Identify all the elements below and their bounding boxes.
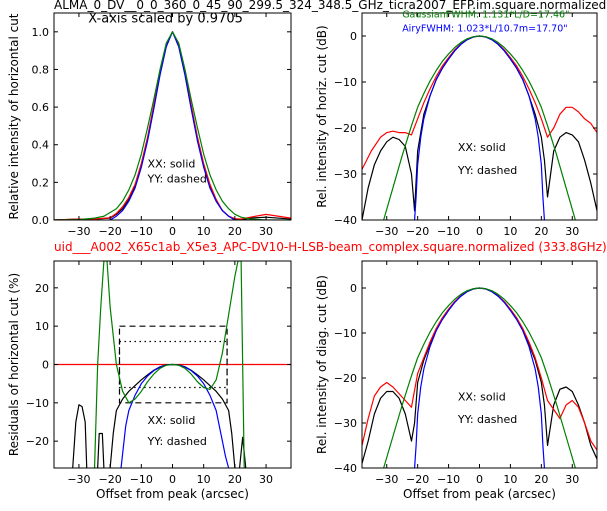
- y-tick-label: −10: [334, 76, 357, 89]
- y-tick-label: 0.8: [32, 63, 50, 76]
- series-line: [93, 261, 245, 468]
- x-tick-label: 20: [228, 473, 242, 486]
- y-tick-label: −10: [334, 327, 357, 340]
- x-tick-label: 30: [259, 225, 273, 238]
- y-tick-label: −30: [334, 168, 357, 181]
- series-line: [413, 35, 546, 220]
- x-tick-label: 0: [476, 225, 483, 238]
- x-tick-label: −10: [130, 225, 153, 238]
- chart-panel-p2: −30 −20 −10 0 10 20 30 −40 −30 −20 −10 0 Rel. intens…: [315, 10, 598, 238]
- x-tick-label: 10: [503, 225, 517, 238]
- y-tick-label: −40: [334, 462, 357, 475]
- plot-area-p2: [362, 35, 597, 220]
- x-tick-label: 30: [565, 473, 579, 486]
- series-line: [97, 432, 105, 468]
- x-tick-label: 10: [503, 473, 517, 486]
- x-tick-label: −10: [130, 473, 153, 486]
- axes-frame: [361, 260, 598, 469]
- y-axis-label: Relative intensity of horizontal cut: [7, 13, 21, 219]
- y-axis-label: Rel. intensity of diag. cut (dB): [315, 275, 329, 454]
- x-tick-label: −20: [99, 473, 122, 486]
- x-tick-label: 30: [565, 225, 579, 238]
- y-tick-label: 0.4: [32, 139, 50, 152]
- y-tick-label: 0: [350, 282, 357, 295]
- x-tick-label: −10: [437, 225, 460, 238]
- figure-title-mid: uid___A002_X65c1ab_X5e3_APC-DV10-H-LSB-b…: [54, 240, 607, 254]
- x-tick-label: 0: [169, 225, 176, 238]
- y-tick-label: 0.6: [32, 101, 50, 114]
- series-line: [238, 436, 247, 468]
- chart-panel-p3: −30 −20 −10 0 10 20 30 −20 −10 0 10 20 Residuals of …: [7, 260, 292, 501]
- y-tick-label: −20: [334, 372, 357, 385]
- y-tick-label: −20: [334, 122, 357, 135]
- series-line: [54, 31, 291, 220]
- y-tick-label: 20: [35, 282, 49, 295]
- x-tick-label: 20: [534, 225, 548, 238]
- x-axis-label: Offset from peak (arcsec): [403, 487, 556, 501]
- series-line: [54, 31, 291, 220]
- x-tick-label: 10: [197, 225, 211, 238]
- axes-frame: [53, 12, 292, 221]
- series-line: [72, 404, 88, 468]
- x-tick-label: −30: [375, 225, 398, 238]
- y-tick-label: −30: [334, 417, 357, 430]
- y-tick-label: 0.0: [32, 214, 50, 227]
- annotation-text: YY: dashed: [147, 172, 207, 185]
- x-axis-label: Offset from peak (arcsec): [96, 487, 249, 501]
- x-tick-label: −30: [375, 473, 398, 486]
- annotation-text: XX: solid: [148, 157, 196, 170]
- annotation-text: XX: solid: [148, 414, 196, 427]
- y-tick-label: −40: [334, 214, 357, 227]
- series-line: [362, 287, 597, 464]
- y-tick-label: 10: [35, 320, 49, 333]
- y-tick-label: 0: [350, 30, 357, 43]
- annotation-text: YY: dashed: [147, 435, 207, 448]
- annotation-text: YY: dashed: [457, 164, 517, 177]
- chart-panel-p4: −30 −20 −10 0 10 20 30 −40 −30 −20 −10 0 Rel. intens…: [315, 260, 598, 501]
- x-tick-label: −20: [406, 473, 429, 486]
- y-tick-label: 1.0: [32, 26, 50, 39]
- series-line: [362, 35, 597, 220]
- series-line: [413, 287, 546, 468]
- series-line: [109, 31, 236, 220]
- y-axis-label: Rel. intensity of horiz. cut (dB): [315, 25, 329, 207]
- annotation-text: XX: solid: [458, 141, 506, 154]
- figure-title-top: ALMA_0_DV__0_0_360_0_45_90_299.5_324_348…: [54, 0, 606, 12]
- box-dotted: [118, 340, 228, 389]
- axes-frame: [361, 12, 598, 221]
- x-tick-label: −10: [437, 473, 460, 486]
- chart-panel-p1: −30 −20 −10 0 10 20 30 0.0 0.2 0.4 0.6 0.8 1.0 Relati…: [7, 11, 292, 238]
- x-tick-label: −20: [99, 225, 122, 238]
- y-tick-label: −10: [26, 397, 49, 410]
- y-tick-label: 0: [42, 359, 49, 372]
- x-tick-label: 20: [228, 225, 242, 238]
- x-tick-label: 30: [259, 473, 273, 486]
- series-line: [383, 35, 576, 220]
- annotation-text: GaussianFWHM: 1.131*L/D=17.46": [402, 10, 569, 21]
- y-tick-label: −20: [26, 435, 49, 448]
- x-tick-label: 0: [169, 473, 176, 486]
- plot-area-p4: [362, 287, 597, 468]
- x-tick-label: −30: [67, 473, 90, 486]
- x-tick-label: 10: [197, 473, 211, 486]
- annotation-text: YY: dashed: [457, 413, 517, 426]
- x-tick-label: 0: [476, 473, 483, 486]
- annotation-text: X-axis scaled by 0.9705: [88, 11, 243, 26]
- annotation-text: XX: solid: [458, 391, 506, 404]
- y-tick-label: 0.2: [32, 176, 50, 189]
- series-line: [383, 287, 576, 468]
- series-line: [54, 31, 291, 220]
- plot-area-p1: [54, 31, 291, 220]
- x-tick-label: 20: [534, 473, 548, 486]
- x-tick-label: −20: [406, 225, 429, 238]
- y-axis-label: Residuals of horizontal cut (%): [7, 273, 21, 456]
- x-tick-label: −30: [67, 225, 90, 238]
- plot-area-p3: [54, 261, 291, 468]
- annotation-text: AiryFWHM: 1.023*L/10.7m=17.70": [402, 23, 567, 34]
